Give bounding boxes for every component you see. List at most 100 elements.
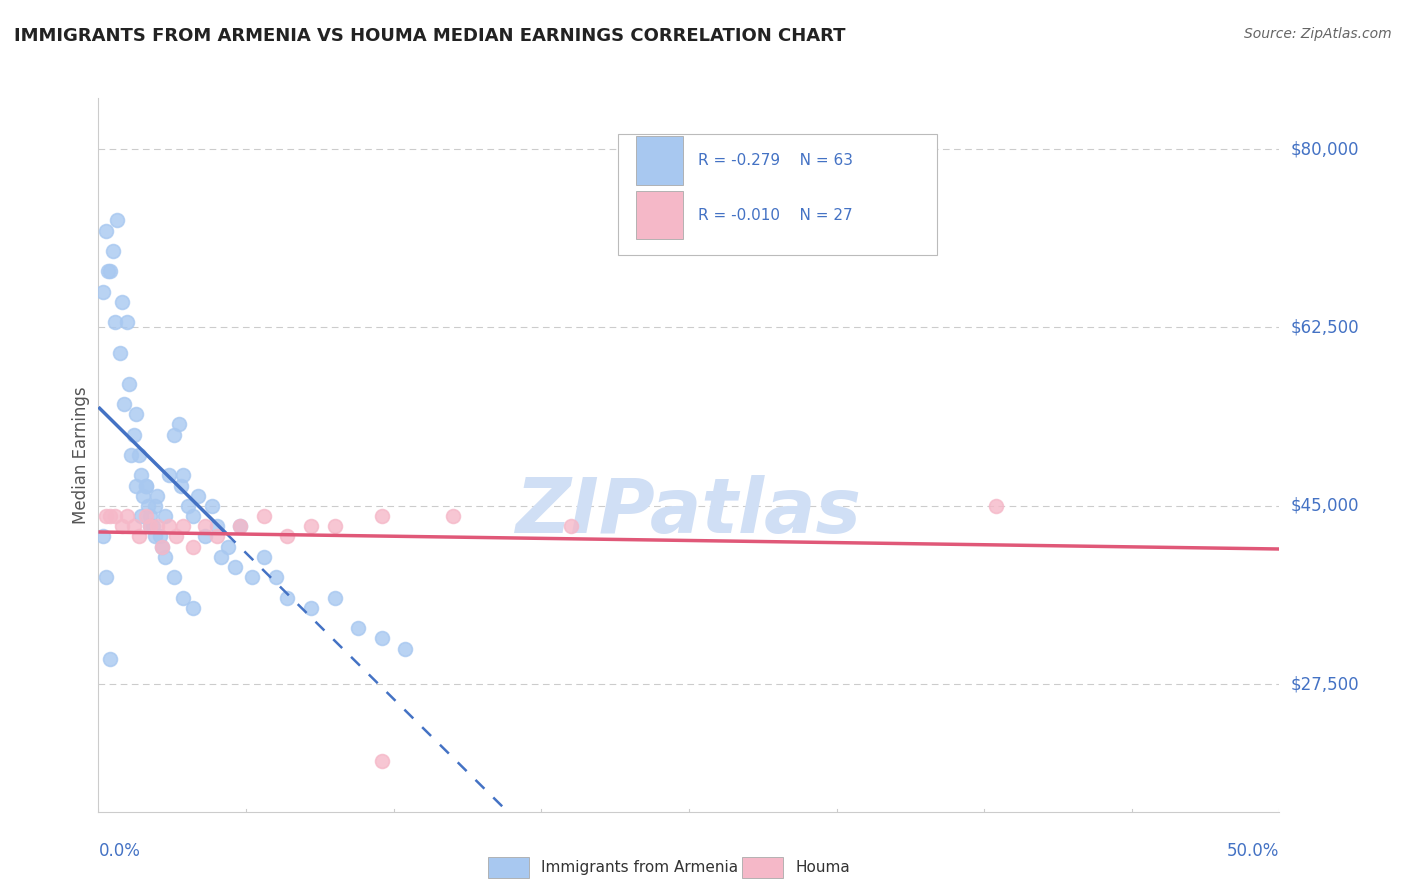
Text: Houma: Houma	[796, 860, 851, 875]
Point	[94, 224, 117, 238]
Point	[101, 244, 124, 258]
Point	[118, 376, 141, 391]
Point	[91, 285, 114, 299]
Point	[984, 499, 1007, 513]
Point	[224, 560, 246, 574]
Point	[181, 600, 204, 615]
Point	[111, 295, 134, 310]
FancyBboxPatch shape	[488, 856, 530, 878]
Point	[163, 427, 186, 442]
Point	[135, 478, 157, 492]
Point	[128, 529, 150, 543]
Point	[132, 489, 155, 503]
Text: ZIPatlas: ZIPatlas	[516, 475, 862, 549]
Point	[150, 540, 173, 554]
Point	[371, 509, 394, 524]
Point	[97, 264, 120, 278]
Point	[163, 570, 186, 584]
Point	[94, 509, 117, 524]
Point	[276, 529, 298, 543]
Point	[299, 600, 322, 615]
Point	[276, 591, 298, 605]
Point	[347, 621, 370, 635]
Text: $80,000: $80,000	[1291, 140, 1360, 158]
Text: $62,500: $62,500	[1291, 318, 1360, 336]
Point	[150, 540, 173, 554]
Point	[172, 468, 194, 483]
Point	[253, 509, 276, 524]
Point	[323, 519, 346, 533]
Point	[205, 519, 228, 533]
Point	[129, 509, 152, 524]
Point	[128, 448, 150, 462]
Point	[170, 478, 193, 492]
Point	[165, 529, 187, 543]
Point	[125, 478, 148, 492]
Point	[104, 509, 127, 524]
Point	[104, 315, 127, 329]
Point	[98, 652, 121, 666]
Point	[108, 346, 131, 360]
Point	[371, 754, 394, 768]
Text: R = -0.279    N = 63: R = -0.279 N = 63	[699, 153, 853, 168]
Text: 50.0%: 50.0%	[1227, 842, 1279, 860]
Point	[201, 499, 224, 513]
Text: R = -0.010    N = 27: R = -0.010 N = 27	[699, 208, 853, 223]
Text: $45,000: $45,000	[1291, 497, 1360, 515]
Point	[187, 489, 209, 503]
Point	[91, 529, 114, 543]
Text: IMMIGRANTS FROM ARMENIA VS HOUMA MEDIAN EARNINGS CORRELATION CHART: IMMIGRANTS FROM ARMENIA VS HOUMA MEDIAN …	[14, 27, 845, 45]
Point	[98, 264, 121, 278]
Point	[441, 509, 464, 524]
Point	[139, 509, 162, 524]
Point	[136, 499, 159, 513]
Point	[323, 591, 346, 605]
Point	[157, 519, 180, 533]
Point	[143, 529, 166, 543]
Point	[149, 529, 172, 543]
Point	[142, 519, 165, 533]
Point	[177, 499, 200, 513]
FancyBboxPatch shape	[619, 134, 936, 255]
Point	[181, 540, 204, 554]
Point	[129, 468, 152, 483]
Point	[105, 213, 128, 227]
Point	[98, 509, 121, 524]
Point	[253, 549, 276, 564]
Point	[125, 407, 148, 421]
Point	[217, 540, 239, 554]
FancyBboxPatch shape	[636, 136, 683, 185]
Y-axis label: Median Earnings: Median Earnings	[72, 386, 90, 524]
FancyBboxPatch shape	[742, 856, 783, 878]
Point	[205, 529, 228, 543]
Point	[153, 549, 176, 564]
Point	[111, 519, 134, 533]
Point	[112, 397, 135, 411]
Point	[172, 519, 194, 533]
Point	[139, 519, 162, 533]
Point	[181, 509, 204, 524]
Text: 0.0%: 0.0%	[98, 842, 141, 860]
Point	[229, 519, 252, 533]
Point	[146, 519, 169, 533]
Point	[143, 499, 166, 513]
Text: Source: ZipAtlas.com: Source: ZipAtlas.com	[1244, 27, 1392, 41]
Point	[94, 570, 117, 584]
Point	[194, 529, 217, 543]
Point	[115, 315, 138, 329]
Point	[135, 509, 157, 524]
Point	[139, 519, 162, 533]
Point	[240, 570, 263, 584]
Point	[167, 417, 190, 432]
Point	[122, 519, 145, 533]
Point	[115, 509, 138, 524]
Point	[121, 448, 143, 462]
Point	[122, 427, 145, 442]
Point	[371, 632, 394, 646]
Point	[229, 519, 252, 533]
Point	[264, 570, 287, 584]
Text: $27,500: $27,500	[1291, 675, 1360, 693]
Point	[394, 641, 416, 656]
Point	[157, 468, 180, 483]
Point	[146, 489, 169, 503]
